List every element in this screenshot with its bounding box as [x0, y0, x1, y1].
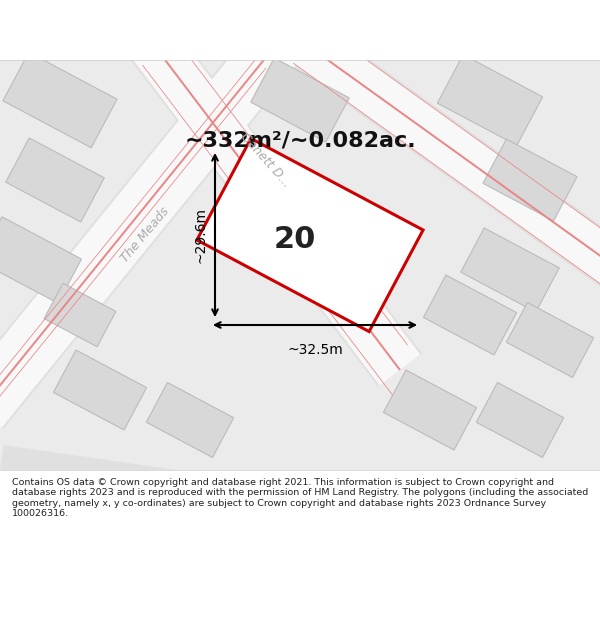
Polygon shape [0, 12, 295, 382]
Polygon shape [307, 17, 600, 248]
Text: Contains OS data © Crown copyright and database right 2021. This information is : Contains OS data © Crown copyright and d… [12, 478, 588, 518]
Polygon shape [6, 138, 104, 222]
Text: 20, THE MEADS, BRICKET WOOD, ST ALBANS, AL2 3QJ: 20, THE MEADS, BRICKET WOOD, ST ALBANS, … [99, 17, 501, 30]
Text: 20: 20 [274, 226, 316, 254]
Polygon shape [0, 22, 302, 428]
Text: ~32.5m: ~32.5m [287, 343, 343, 357]
Polygon shape [0, 445, 353, 545]
Polygon shape [476, 382, 563, 458]
Polygon shape [437, 54, 542, 146]
Polygon shape [53, 350, 146, 430]
Polygon shape [483, 139, 577, 221]
Polygon shape [506, 302, 593, 378]
Polygon shape [424, 275, 517, 355]
Polygon shape [0, 21, 304, 429]
Text: Ganett D...: Ganett D... [238, 130, 293, 190]
Polygon shape [128, 23, 422, 387]
Text: ~29.6m: ~29.6m [193, 207, 207, 263]
Polygon shape [44, 283, 116, 347]
Text: Map shows position and indicative extent of the property.: Map shows position and indicative extent… [130, 32, 470, 45]
Polygon shape [286, 20, 600, 290]
Polygon shape [142, 65, 393, 395]
Polygon shape [146, 382, 233, 458]
Polygon shape [251, 58, 349, 142]
FancyBboxPatch shape [0, 60, 600, 470]
Polygon shape [293, 62, 600, 293]
Text: The Meads: The Meads [118, 205, 172, 265]
Polygon shape [461, 228, 559, 312]
Polygon shape [287, 21, 600, 289]
Polygon shape [299, 39, 600, 271]
Polygon shape [0, 68, 266, 438]
Polygon shape [0, 39, 281, 411]
Polygon shape [157, 15, 408, 345]
Polygon shape [130, 24, 421, 386]
Polygon shape [149, 39, 401, 371]
Text: ~332m²/~0.082ac.: ~332m²/~0.082ac. [184, 130, 416, 150]
Polygon shape [383, 370, 476, 450]
Polygon shape [197, 139, 423, 331]
Polygon shape [0, 217, 82, 303]
Polygon shape [3, 52, 117, 148]
